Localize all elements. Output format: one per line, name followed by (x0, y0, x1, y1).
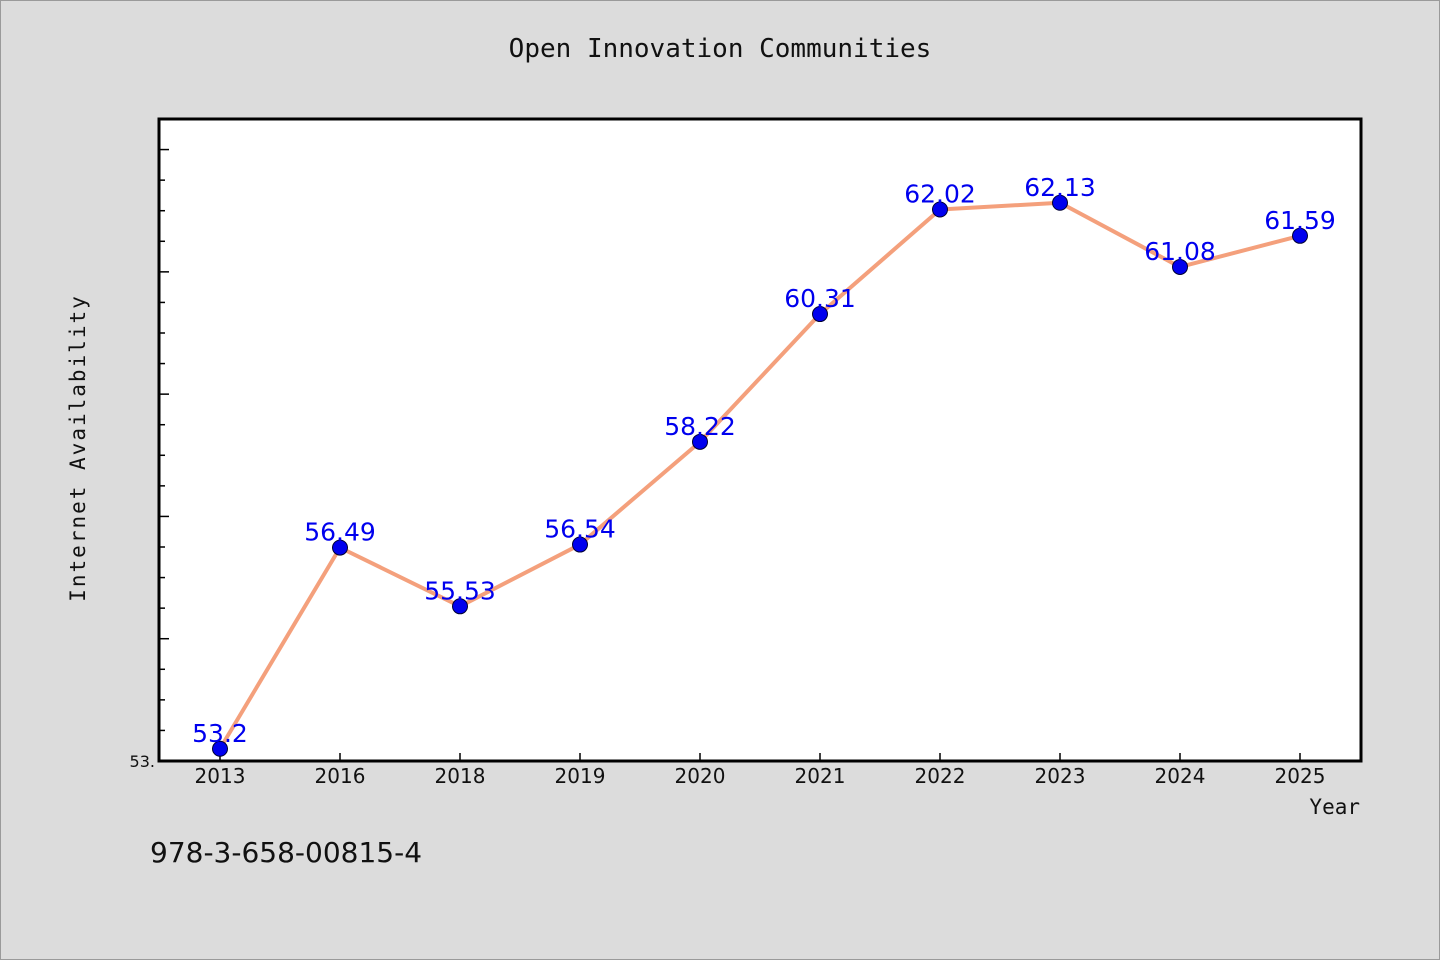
data-label: 61.59 (1264, 206, 1336, 235)
data-label: 56.49 (304, 518, 376, 547)
x-tick-label: 2024 (1155, 764, 1206, 788)
data-point (452, 598, 468, 615)
series-line (218, 200, 1302, 751)
data-point (572, 536, 588, 553)
x-tick-label: 2016 (315, 764, 366, 788)
x-tick-label: 2020 (675, 764, 726, 788)
x-axis-label: Year (1309, 795, 1360, 819)
data-point (812, 306, 828, 323)
data-label: 58.22 (664, 412, 736, 441)
x-tick-label: 2021 (795, 764, 846, 788)
x-tick-label: 2018 (435, 764, 486, 788)
data-label: 62.02 (904, 179, 976, 208)
data-point (1052, 194, 1068, 211)
data-label: 53.2 (192, 719, 248, 748)
data-point (1292, 227, 1308, 244)
plot-area (157, 117, 1363, 763)
data-label: 62.13 (1024, 173, 1096, 202)
series-group (212, 194, 1308, 757)
x-tick-label: 2025 (1275, 764, 1326, 788)
y-tick-label: 53. (130, 752, 155, 771)
y-ticks: 53. (130, 118, 169, 771)
data-label: 60.31 (784, 284, 856, 313)
data-point (692, 433, 708, 450)
x-tick-label: 2022 (915, 764, 966, 788)
x-tick-label: 2013 (195, 764, 246, 788)
x-ticks: 2013 2016 2018 2019 2020 2021 2022 2023 2024 2025 (195, 753, 1326, 788)
data-point (932, 201, 948, 218)
isbn-text: 978-3-658-00815-4 (150, 836, 423, 869)
x-tick-label: 2023 (1035, 764, 1086, 788)
data-point (332, 539, 348, 556)
x-tick-label: 2019 (555, 764, 606, 788)
data-label: 56.54 (544, 515, 616, 544)
chart-title: Open Innovation Communities (508, 34, 932, 64)
data-label: 55.53 (424, 576, 496, 605)
data-labels: 53.2 56.49 55.53 56.54 58.22 60.31 62.02 62.13 6… (192, 173, 1336, 748)
data-label: 61.08 (1144, 237, 1216, 266)
data-point (212, 740, 228, 757)
data-point (1172, 258, 1188, 275)
